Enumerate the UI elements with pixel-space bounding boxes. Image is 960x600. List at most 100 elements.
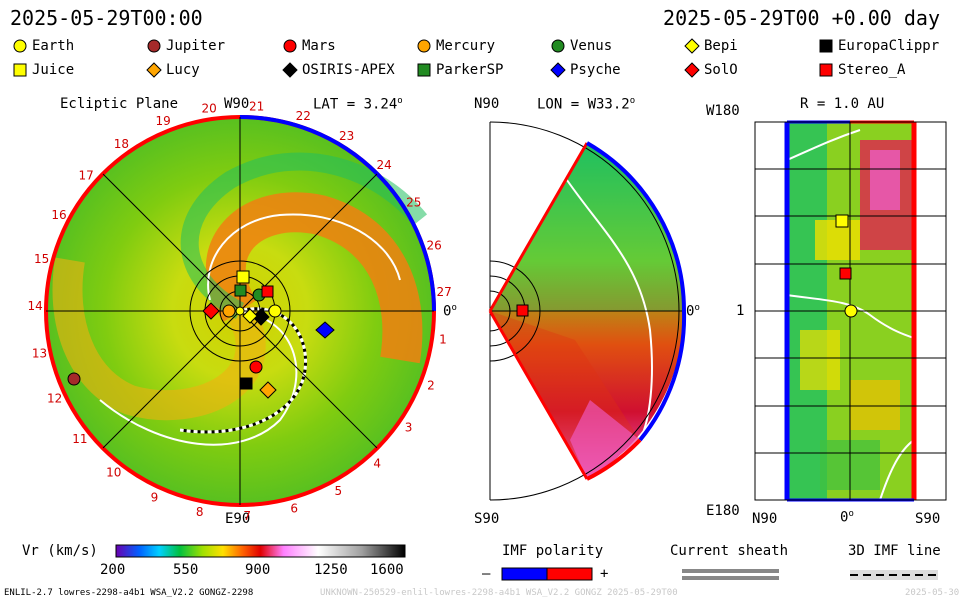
carrington-number: 8 xyxy=(196,505,204,519)
parker-marker xyxy=(234,284,247,297)
panel1-lat-label: LAT = 3.24o xyxy=(313,96,403,113)
carrington-number: 25 xyxy=(406,195,421,209)
legend-item-earth: Earth xyxy=(12,38,74,54)
panel1-right-label: 0o xyxy=(443,303,457,320)
imf-plus-label: + xyxy=(600,566,609,582)
panel2-bottom-label: S90 xyxy=(474,511,500,527)
colorbar-tick-550: 550 xyxy=(173,562,199,578)
legend-label: Juice xyxy=(32,62,75,78)
solo-marker xyxy=(202,302,220,320)
legend-item-europaclippr: EuropaClippr xyxy=(818,38,939,54)
carrington-number: 24 xyxy=(376,158,391,172)
footer-run: UNKNOWN-250529-enlil-lowres-2298-a4b1 WS… xyxy=(320,588,678,598)
legend-circle-icon xyxy=(146,38,166,54)
colorbar-tick-900: 900 xyxy=(245,562,271,578)
legend-square-icon xyxy=(818,38,838,54)
panel3-r-label: R = 1.0 AU xyxy=(800,96,885,112)
carrington-number: 16 xyxy=(51,208,66,222)
legend-label: Bepi xyxy=(704,38,738,54)
carrington-number: 4 xyxy=(373,456,381,470)
colorbar-tick-1600: 1600 xyxy=(370,562,404,578)
imf-positive-swatch xyxy=(546,567,593,581)
ecliptic-markers xyxy=(67,270,335,399)
carrington-number: 26 xyxy=(427,238,442,252)
carrington-number: 5 xyxy=(334,484,342,498)
legend-label: Jupiter xyxy=(166,38,226,54)
legend-diamond-icon xyxy=(282,62,302,78)
legend-label: OSIRIS-APEX xyxy=(302,62,395,78)
imf-polarity-label: IMF polarity xyxy=(502,543,604,559)
sun-marker xyxy=(235,306,245,316)
carrington-number: 22 xyxy=(296,109,311,123)
legend-label: EuropaClippr xyxy=(838,38,940,54)
legend-item-psyche: Psyche xyxy=(550,62,621,78)
juice-marker xyxy=(236,270,250,284)
panel1-bottom-label: E90 xyxy=(225,511,251,527)
carrington-number: 14 xyxy=(27,299,42,313)
legend-circle-icon xyxy=(550,38,570,54)
legend-item-mercury: Mercury xyxy=(416,38,495,54)
legend-item-mars: Mars xyxy=(282,38,336,54)
carrington-number: 2 xyxy=(427,379,435,393)
carrington-number: 19 xyxy=(156,114,171,128)
legend-diamond-icon xyxy=(146,62,166,78)
panel2-lon-label: LON = W33.2o xyxy=(537,96,636,113)
legend-label: Mercury xyxy=(436,38,496,54)
carrington-number: 20 xyxy=(201,101,216,115)
legend-item-lucy: Lucy xyxy=(146,62,200,78)
panel3-top-left-label: W180 xyxy=(706,103,740,119)
carrington-number: 3 xyxy=(405,421,413,435)
carrington-number: 17 xyxy=(78,169,93,183)
panel3-mid-left-label: 1 xyxy=(736,303,745,319)
panel2-right-label: 0o xyxy=(686,303,700,320)
psyche-marker xyxy=(315,321,335,339)
carrington-number: 10 xyxy=(106,466,121,480)
legend-item-stereo-a: Stereo_A xyxy=(818,62,905,78)
carrington-number: 21 xyxy=(249,100,264,114)
date-right: 2025-05-29T00 +0.00 day xyxy=(663,6,940,30)
legend-label: Psyche xyxy=(570,62,621,78)
date-left: 2025-05-29T00:00 xyxy=(10,6,203,30)
legend-label: SolO xyxy=(704,62,738,78)
panel1-title: Ecliptic Plane xyxy=(60,96,179,112)
velocity-colorbar xyxy=(115,544,406,558)
legend-item-parkersp: ParkerSP xyxy=(416,62,503,78)
legend-label: Mars xyxy=(302,38,336,54)
europa-marker xyxy=(240,377,253,390)
earth-marker xyxy=(268,304,282,318)
legend-item-jupiter: Jupiter xyxy=(146,38,225,54)
legend-label: Stereo_A xyxy=(838,62,906,78)
legend-item-juice: Juice xyxy=(12,62,74,78)
panel3-bottom-s90: S90 xyxy=(915,511,941,527)
imf-minus-label: – xyxy=(482,566,491,582)
legend-square-icon xyxy=(12,62,32,78)
imf-negative-swatch xyxy=(501,567,548,581)
carrington-number: 11 xyxy=(72,432,87,446)
carrington-number: 6 xyxy=(290,502,298,516)
legend-label: ParkerSP xyxy=(436,62,504,78)
legend-circle-icon xyxy=(416,38,436,54)
sheath-line-1 xyxy=(682,569,779,573)
legend-diamond-icon xyxy=(684,38,704,54)
bepi-marker xyxy=(242,308,258,324)
legend-diamond-icon xyxy=(550,62,570,78)
legend-square-icon xyxy=(818,62,838,78)
legend-label: Earth xyxy=(32,38,75,54)
panel3-bottom-n90: N90 xyxy=(752,511,778,527)
legend-label: Venus xyxy=(570,38,613,54)
stereo-map-marker xyxy=(839,267,852,280)
panel3-bottom-left-label: E180 xyxy=(706,503,740,519)
sheath-line-2 xyxy=(682,576,779,580)
legend-item-solo: SolO xyxy=(684,62,738,78)
carrington-number: 23 xyxy=(339,129,354,143)
legend-circle-icon xyxy=(12,38,32,54)
panel1-top-label: W90 xyxy=(224,96,250,112)
legend-label: Lucy xyxy=(166,62,200,78)
legend-item-bepi: Bepi xyxy=(684,38,738,54)
earth-map-marker xyxy=(844,304,858,318)
legend-circle-icon xyxy=(282,38,302,54)
carrington-number: 27 xyxy=(436,285,451,299)
legend-item-venus: Venus xyxy=(550,38,612,54)
colorbar-tick-1250: 1250 xyxy=(314,562,348,578)
